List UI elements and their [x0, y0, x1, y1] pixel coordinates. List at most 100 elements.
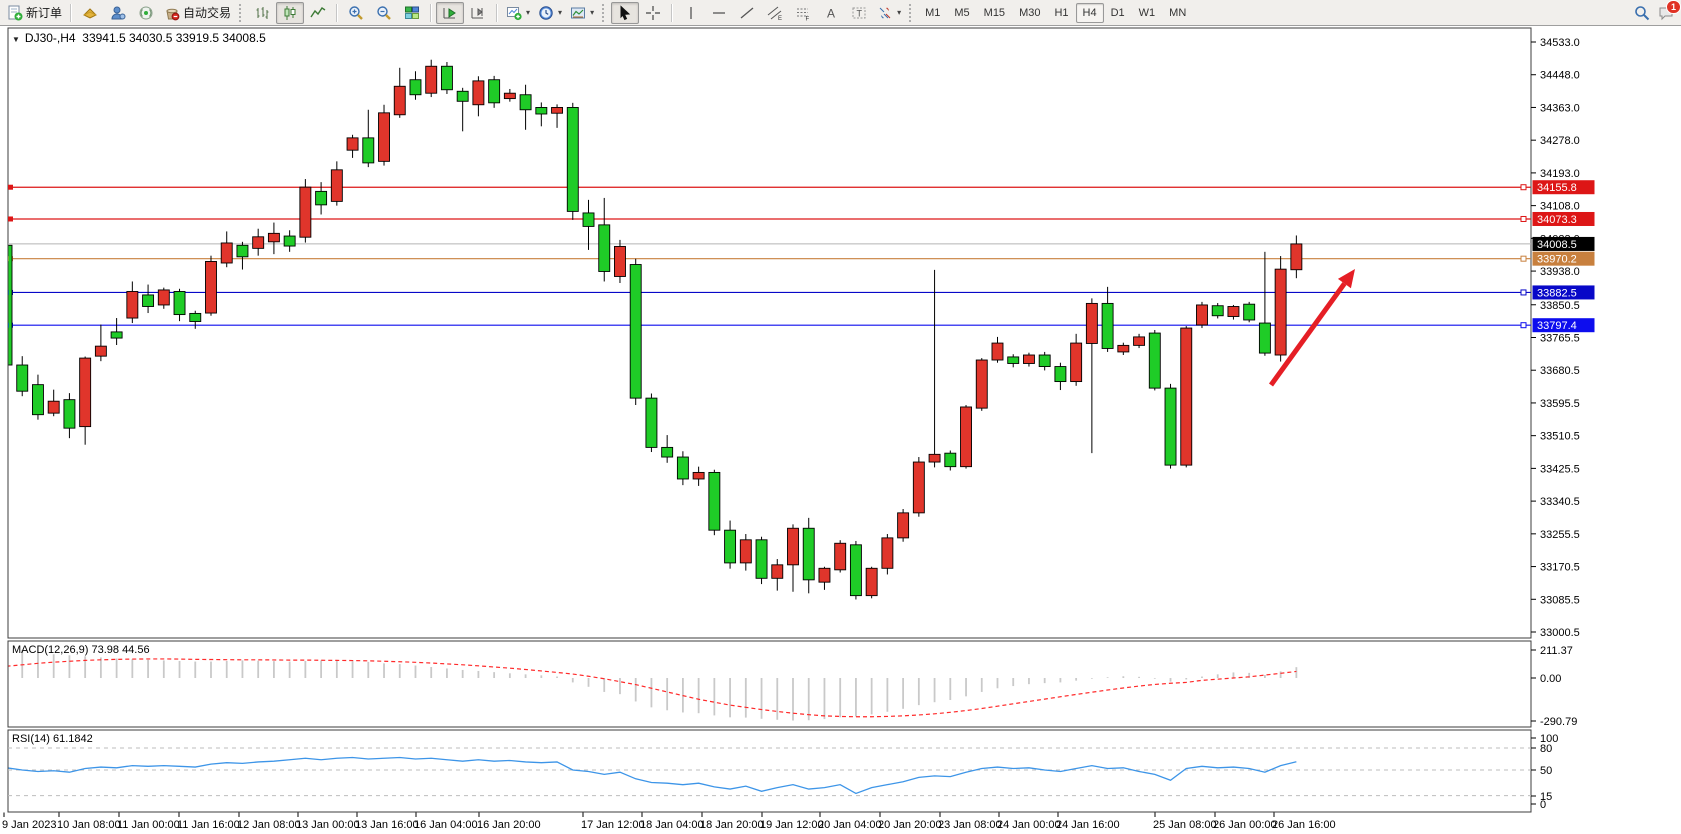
auto-trading-icon — [164, 5, 180, 21]
fibonacci-tool-button[interactable]: F — [789, 2, 817, 24]
text-label-tool-button[interactable]: T — [845, 2, 873, 24]
candle — [771, 559, 784, 591]
candle — [897, 509, 910, 542]
macd-panel[interactable] — [7, 640, 1532, 728]
time-tick-label: 17 Jan 12:00 — [581, 819, 645, 831]
candles-icon — [282, 5, 298, 21]
horizontal-line-object[interactable] — [8, 184, 1531, 191]
arrows-tool-button[interactable]: ▾ — [873, 2, 905, 24]
candle — [582, 199, 595, 250]
template-button[interactable]: ▾ — [566, 2, 598, 24]
horizontal-line-tool-button[interactable] — [705, 2, 733, 24]
quotes-button[interactable] — [76, 2, 104, 24]
price-badge: 33882.5 — [1532, 285, 1595, 300]
timeframe-button-MN[interactable]: MN — [1169, 6, 1187, 19]
macd-axis-label: 211.37 — [1540, 645, 1573, 657]
timeframe-button-M5[interactable]: M5 — [954, 6, 970, 19]
crosshair-icon — [645, 5, 661, 21]
candle — [566, 102, 579, 220]
auto-scroll-button[interactable] — [436, 1, 465, 24]
candle — [236, 241, 249, 270]
candle — [94, 324, 107, 362]
horizontal-line-icon — [711, 5, 727, 21]
equidistant-channel-tool-button[interactable]: E — [761, 2, 789, 24]
arrows-icon — [877, 5, 893, 21]
timeframe-button-H4[interactable]: H4 — [1075, 2, 1104, 23]
price-tick-label: 33510.5 — [1540, 431, 1580, 443]
candle — [1054, 362, 1067, 391]
horizontal-line-object[interactable] — [8, 215, 1531, 222]
notifications-button[interactable]: 1 — [1658, 0, 1681, 21]
arrow-annotation[interactable] — [1268, 269, 1355, 387]
timeframe-button-M15[interactable]: M15 — [983, 6, 1006, 19]
vertical-line-icon — [683, 5, 699, 21]
main-toolbar: 新订单 自动交易 — [0, 0, 1681, 26]
signal-icon — [138, 5, 154, 21]
candle — [1274, 256, 1287, 362]
candle — [802, 517, 815, 594]
toolbar-grip[interactable] — [602, 3, 607, 22]
price-axis[interactable]: 34533.0 34448.0 34363.0 34278.0 34193.0 34108… — [1531, 37, 1580, 811]
candle — [708, 469, 721, 536]
zoom-in-button[interactable] — [342, 2, 370, 24]
chevron-down-icon: ▾ — [558, 8, 563, 17]
crosshair-button[interactable] — [639, 2, 667, 24]
price-badge: 33970.2 — [1532, 251, 1595, 266]
line-chart-button[interactable] — [304, 2, 332, 24]
separator — [496, 3, 499, 22]
chart-shift-icon — [470, 5, 486, 21]
rsi-line — [8, 756, 1297, 795]
bar-chart-button[interactable] — [248, 2, 276, 24]
toolbar-grip[interactable] — [239, 3, 244, 22]
zoom-out-button[interactable] — [370, 2, 398, 24]
chart-dropdown-icon[interactable]: ▼ — [12, 35, 20, 44]
chart-title: ▼ DJ30-,H4 33941.5 34030.5 33919.5 34008.… — [12, 31, 266, 45]
candle — [488, 75, 501, 108]
timeframe-button-M1[interactable]: M1 — [925, 6, 941, 19]
price-panel[interactable] — [7, 27, 1532, 639]
profiles-button[interactable]: ▾ — [534, 2, 566, 24]
chart-area[interactable]: 34533.0 34448.0 34363.0 34278.0 34193.0 34108… — [0, 26, 1681, 834]
timeframe-button-W1[interactable]: W1 — [1138, 6, 1156, 19]
new-chart-button[interactable]: ▾ — [502, 2, 534, 24]
chart-shift-button[interactable] — [464, 2, 492, 24]
candles-group — [8, 59, 1303, 600]
time-tick-label: 19 Jan 12:00 — [760, 819, 824, 831]
community-button[interactable] — [104, 2, 132, 24]
time-tick-label: 26 Jan 00:00 — [1213, 819, 1277, 831]
new-order-icon — [7, 5, 23, 21]
bars-icon — [254, 5, 270, 21]
trendline-tool-button[interactable] — [733, 2, 761, 24]
price-tick-label: 33425.5 — [1540, 463, 1580, 475]
vertical-line-tool-button[interactable] — [677, 2, 705, 24]
template-icon — [570, 5, 586, 21]
cursor-button[interactable] — [611, 1, 640, 24]
chart-canvas[interactable]: 34533.0 34448.0 34363.0 34278.0 34193.0 34108… — [0, 26, 1681, 834]
auto-trading-button[interactable]: 自动交易 — [160, 2, 235, 24]
candle — [787, 524, 799, 592]
candle — [834, 540, 847, 573]
search-icon[interactable] — [1634, 5, 1650, 21]
chevron-down-icon: ▾ — [897, 8, 902, 17]
macd-axis-label: 0.00 — [1540, 673, 1561, 685]
time-tick-label: 24 Jan 00:00 — [997, 819, 1061, 831]
rsi-axis-label: 0 — [1540, 799, 1546, 811]
new-order-button[interactable]: 新订单 — [3, 2, 66, 24]
timeframe-button-M30[interactable]: M30 — [1019, 6, 1041, 19]
candle — [739, 534, 752, 571]
candle — [362, 109, 375, 168]
candlestick-chart-button[interactable] — [276, 1, 305, 24]
rsi-panel[interactable] — [7, 729, 1532, 813]
text-tool-button[interactable]: A — [817, 2, 845, 24]
timeframe-button-H1[interactable]: H1 — [1054, 6, 1069, 19]
candle — [32, 374, 44, 420]
candle — [503, 88, 516, 102]
signals-button[interactable] — [132, 2, 160, 24]
rsi-indicator-label: RSI(14) 61.1842 — [12, 733, 93, 745]
timeframe-button-D1[interactable]: D1 — [1110, 6, 1125, 19]
candle — [1258, 251, 1271, 356]
toolbar-grip[interactable] — [909, 3, 914, 22]
candle — [849, 540, 862, 600]
tile-windows-button[interactable] — [398, 2, 426, 24]
